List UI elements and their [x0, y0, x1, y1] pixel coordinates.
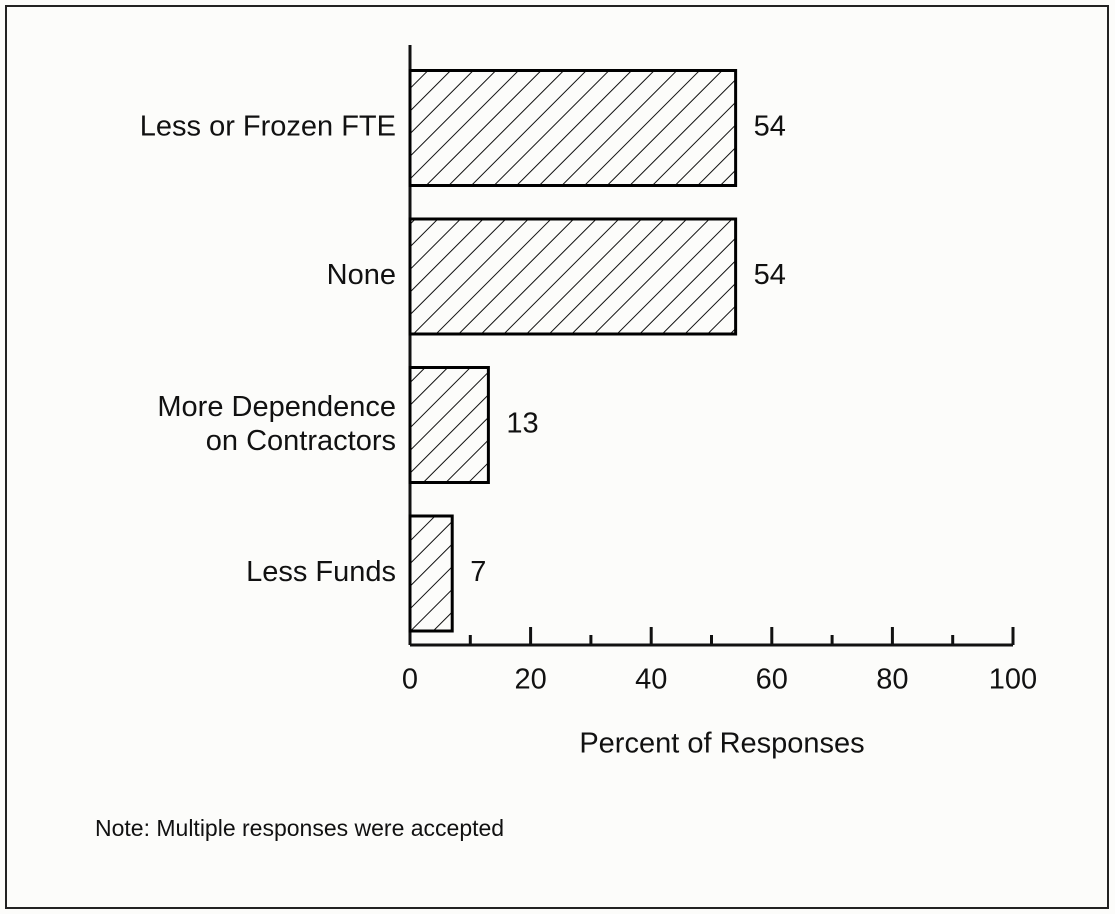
value-label: 13: [506, 408, 538, 440]
value-label: 54: [754, 259, 786, 291]
note: Note: Multiple responses were accepted: [95, 815, 504, 841]
bar: [408, 69, 738, 187]
x-tick-label: 80: [876, 664, 908, 696]
y-tick-label: Less or Frozen FTE: [140, 111, 396, 143]
x-axis-title: Percent of Responses: [579, 728, 864, 760]
x-tick-label: 20: [514, 664, 546, 696]
bar: [408, 366, 490, 484]
bar: [408, 514, 454, 633]
x-tick-label: 60: [756, 664, 788, 696]
x-tick-label: 40: [635, 664, 667, 696]
y-tick-label: Less Funds: [246, 556, 396, 588]
value-label: 54: [754, 111, 786, 143]
x-tick-label: 100: [989, 664, 1037, 696]
bar: [408, 217, 738, 336]
x-tick-label: 0: [402, 664, 418, 696]
y-tick-label: None: [327, 259, 396, 291]
y-tick-label: More Dependence on Contractors: [157, 391, 396, 457]
frame: [5, 5, 1109, 909]
value-label: 7: [470, 556, 486, 588]
